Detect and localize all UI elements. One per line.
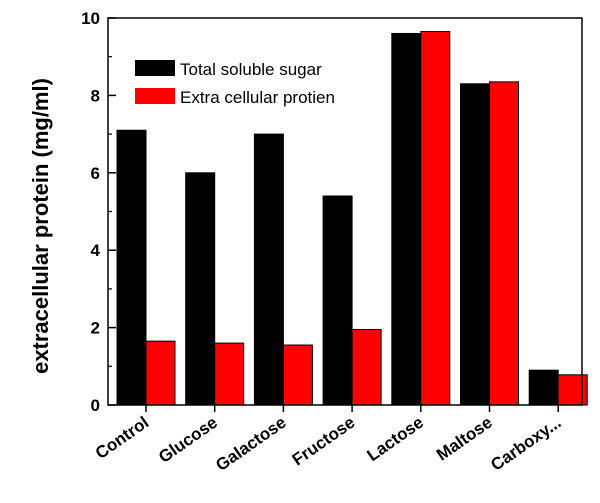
bar-total-soluble-sugar-carboxy [528, 369, 559, 406]
legend-swatch-extra-cellular-protien [135, 88, 175, 104]
bar-extra-cellular-protien-galactose [282, 344, 313, 406]
bar-total-soluble-sugar-glucose [185, 172, 216, 406]
x-tick-label-galactose: Galactose [212, 413, 289, 475]
bar-total-soluble-sugar-maltose [460, 83, 490, 406]
x-tick-label-carboxy: Carboxy... [487, 413, 564, 475]
bar-extra-cellular-protien-lactose [420, 31, 451, 406]
bar-extra-cellular-protien-control [145, 340, 176, 406]
y-axis-label: extracellular protein (mg/ml) [28, 78, 53, 374]
bar-total-soluble-sugar-control [116, 129, 147, 406]
x-tick-label-maltose: Maltose [433, 413, 496, 465]
bars-group [116, 31, 588, 406]
bar-total-soluble-sugar-galactose [253, 133, 284, 406]
legend: Total soluble sugar Extra cellular proti… [135, 60, 335, 107]
legend-swatch-total-soluble-sugar [135, 60, 175, 76]
bar-extra-cellular-protien-glucose [214, 342, 245, 406]
y-tick-label-4: 4 [91, 241, 101, 260]
y-tick-label-2: 2 [91, 319, 100, 338]
legend-label-extra-cellular-protien: Extra cellular protien [180, 88, 335, 107]
x-tick-label-fructose: Fructose [289, 413, 359, 470]
y-tick-label-6: 6 [91, 164, 100, 183]
x-tick-label-control: Control [92, 413, 152, 463]
bar-extra-cellular-protien-fructose [351, 329, 382, 406]
y-tick-label-0: 0 [91, 396, 100, 415]
y-tick-label-10: 10 [81, 9, 100, 28]
x-tick-label-glucose: Glucose [155, 413, 221, 467]
bar-extra-cellular-protien-maltose [489, 81, 519, 406]
legend-label-total-soluble-sugar: Total soluble sugar [180, 60, 322, 79]
bar-total-soluble-sugar-lactose [391, 32, 422, 406]
y-axis: 0 2 4 6 8 10 [81, 9, 116, 415]
y-tick-label-8: 8 [91, 86, 100, 105]
bar-extra-cellular-protien-carboxy [557, 374, 588, 406]
bar-total-soluble-sugar-fructose [322, 195, 353, 406]
x-tick-label-lactose: Lactose [364, 413, 428, 465]
